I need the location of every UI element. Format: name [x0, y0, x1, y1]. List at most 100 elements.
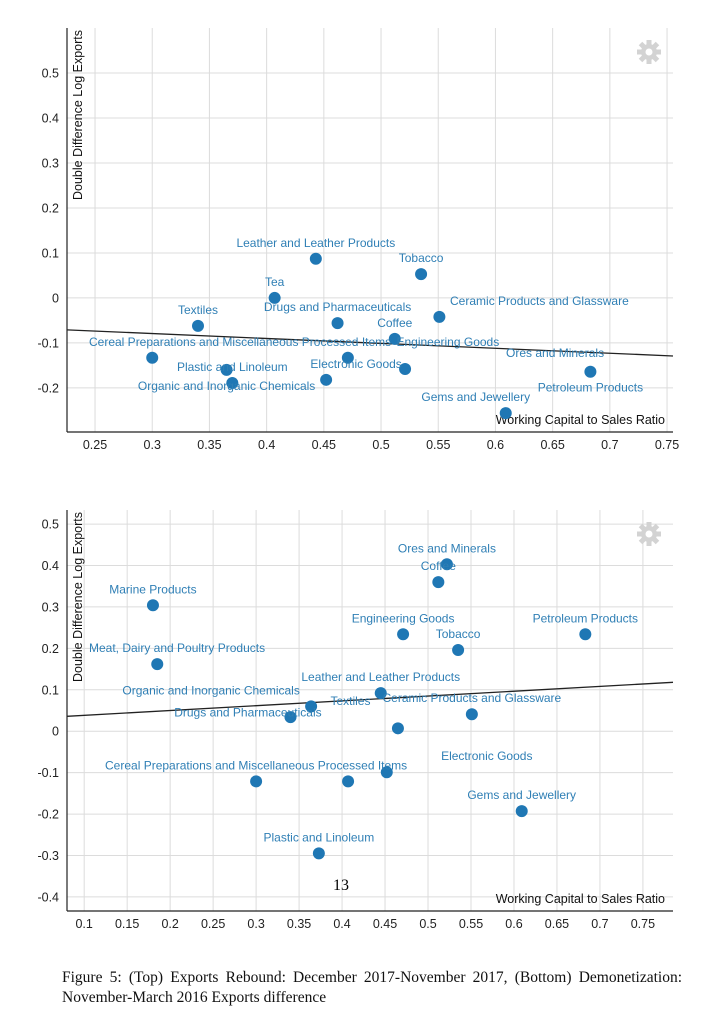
plot-area: [67, 28, 673, 432]
x-tick-label: 0.4: [258, 438, 275, 452]
data-point: [331, 317, 344, 330]
gear-tooth: [646, 540, 652, 546]
x-tick-label: 0.2: [161, 917, 178, 931]
point-label: Coffee: [377, 316, 412, 330]
y-tick-label: 0.4: [42, 111, 59, 125]
y-tick-label: 0.2: [42, 642, 59, 656]
data-point: [433, 310, 446, 323]
data-point: [440, 558, 453, 571]
gear-tooth: [646, 40, 652, 46]
point-label: Plastic and Linoleum: [263, 830, 374, 844]
point-label: Organic and Inorganic Chemicals: [138, 379, 315, 393]
x-tick-label: 0.45: [312, 438, 336, 452]
point-label: Tobacco: [399, 251, 444, 265]
data-point: [391, 722, 404, 735]
x-tick-label: 0.75: [631, 917, 655, 931]
data-point: [305, 700, 318, 713]
y-tick-label: -0.2: [37, 381, 59, 395]
x-tick-label: 0.65: [545, 917, 569, 931]
x-tick-label: 0.25: [201, 917, 225, 931]
y-tick-label: 0.1: [42, 246, 59, 260]
y-axis-label: Double Difference Log Exports: [71, 30, 85, 200]
y-tick-label: 0.2: [42, 201, 59, 215]
y-axis-label: Double Difference Log Exports: [71, 512, 85, 682]
gear-tooth: [646, 522, 652, 528]
data-point: [309, 252, 322, 265]
point-label: Tea: [265, 275, 285, 289]
gear-icon[interactable]: [637, 40, 661, 64]
data-point: [146, 351, 159, 364]
gear-hole: [645, 530, 653, 538]
point-label: Electronic Goods: [441, 749, 532, 763]
point-label: Ores and Minerals: [506, 346, 604, 360]
y-tick-label: 0.3: [42, 600, 59, 614]
y-tick-label: 0.1: [42, 683, 59, 697]
point-label: Petroleum Products: [533, 611, 638, 625]
point-label: Ceramic Products and Glassware: [382, 691, 561, 705]
y-tick-label: -0.1: [37, 766, 59, 780]
x-tick-label: 0.3: [144, 438, 161, 452]
point-label: Drugs and Pharmaceuticals: [264, 300, 411, 314]
data-point: [579, 628, 592, 641]
data-point: [226, 376, 239, 389]
point-label: Organic and Inorganic Chemicals: [122, 683, 299, 697]
x-tick-label: 0.5: [419, 917, 436, 931]
y-tick-label: 0.5: [42, 66, 59, 80]
bottom-chart: 0.1 0.15 0.2 0.25 0.3 0.35 0.4 0.45 0.5 0.55 0.6 0.…: [37, 510, 674, 931]
gear-icon[interactable]: [637, 522, 661, 546]
x-tick-label: 0.7: [601, 438, 618, 452]
data-point: [312, 847, 325, 860]
data-point: [388, 332, 401, 345]
x-tick-label: 0.3: [247, 917, 264, 931]
data-point: [515, 805, 528, 818]
data-point: [342, 775, 355, 788]
point-label: Meat, Dairy and Poultry Products: [89, 641, 265, 655]
data-point: [397, 628, 410, 641]
x-tick-label: 0.7: [591, 917, 608, 931]
data-point: [341, 351, 354, 364]
point-label: Leather and Leather Products: [301, 670, 460, 684]
y-tick-label: -0.3: [37, 849, 59, 863]
x-tick-label: 0.6: [505, 917, 522, 931]
plot-area: [67, 510, 673, 911]
data-point: [465, 708, 478, 721]
data-point: [432, 576, 445, 589]
x-tick-label: 0.65: [540, 438, 564, 452]
y-tick-label: -0.2: [37, 808, 59, 822]
x-tick-label: 0.35: [287, 917, 311, 931]
data-point: [220, 363, 233, 376]
point-label: Engineering Goods: [396, 335, 499, 349]
y-tick-label: 0.5: [42, 518, 59, 532]
point-label: Ores and Minerals: [398, 541, 496, 555]
x-axis-label: Working Capital to Sales Ratio: [496, 413, 665, 427]
x-tick-label: 0.1: [75, 917, 92, 931]
data-point: [268, 291, 281, 304]
x-tick-label: 0.4: [333, 917, 350, 931]
y-tick-label: 0: [52, 291, 59, 305]
y-tick-label: 0.4: [42, 559, 59, 573]
point-label: Leather and Leather Products: [236, 236, 395, 250]
y-tick-label: -0.4: [37, 890, 59, 904]
y-tick-label: -0.1: [37, 336, 59, 350]
point-label: Coffee: [421, 559, 456, 573]
y-tick-label: 0.3: [42, 156, 59, 170]
point-label: Textiles: [330, 694, 370, 708]
point-label: Electronic Goods: [310, 357, 401, 371]
x-tick-label: 0.35: [197, 438, 221, 452]
data-point: [284, 711, 297, 724]
point-label: Plastic and Linoleum: [177, 360, 288, 374]
x-tick-label: 0.55: [426, 438, 450, 452]
x-tick-label: 0.45: [373, 917, 397, 931]
point-label: Cereal Preparations and Miscellaneous Pr…: [89, 335, 391, 349]
data-point: [151, 658, 164, 671]
data-point: [146, 599, 159, 612]
x-tick-label: 0.75: [655, 438, 679, 452]
x-tick-label: 0.15: [115, 917, 139, 931]
point-label: Textiles: [178, 303, 218, 317]
point-label: Petroleum Products: [538, 381, 643, 395]
data-point: [320, 373, 333, 386]
data-point: [191, 319, 204, 332]
data-point: [399, 363, 412, 376]
point-label: Drugs and Pharmaceuticals: [174, 705, 321, 719]
